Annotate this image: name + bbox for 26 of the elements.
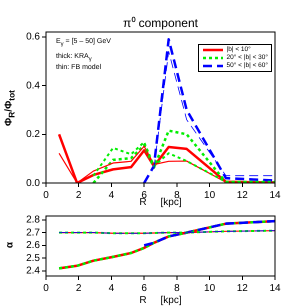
x-tick-label: 2 <box>76 282 82 294</box>
x-tick-label: 12 <box>236 282 248 294</box>
x-tick-label: 12 <box>236 190 248 201</box>
x-tick-label: 2 <box>76 190 82 201</box>
x-tick-label: 14 <box>269 190 281 201</box>
y-axis-title: α <box>4 242 16 248</box>
chart-title: π⁰ component <box>122 15 199 31</box>
y-tick-label: 2.5 <box>26 252 40 264</box>
x-tick-label: 0 <box>43 282 50 294</box>
x-tick-label: 4 <box>108 282 115 294</box>
y-tick-label: 0.6 <box>26 32 40 43</box>
y-tick-label: 0.2 <box>26 129 40 140</box>
x-tick-label: 6 <box>141 282 148 294</box>
y-tick-label: 2.7 <box>26 227 40 238</box>
x-axis-title: R [kpc] <box>139 294 182 306</box>
x-tick-label: 4 <box>108 190 115 201</box>
y-tick-label: 0.0 <box>26 178 40 189</box>
x-tick-label: 10 <box>204 282 216 294</box>
y-tick-label: 2.6 <box>26 240 40 252</box>
x-tick-label: 10 <box>204 190 216 201</box>
y-tick-label: 2.8 <box>26 214 40 226</box>
x-tick-label: 14 <box>269 282 281 294</box>
y-tick-label: 2.4 <box>26 266 40 277</box>
x-tick-label: 8 <box>174 282 180 294</box>
x-tick-label: 0 <box>43 190 50 201</box>
y-tick-label: 0.4 <box>26 80 40 92</box>
